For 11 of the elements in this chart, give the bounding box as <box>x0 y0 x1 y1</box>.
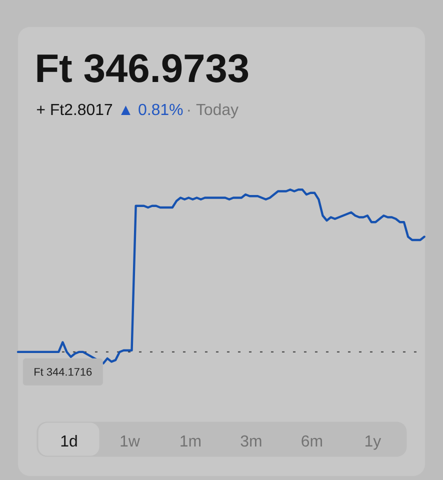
text: 1d <box>61 434 77 447</box>
ref-line-label: Ft 344.1716 <box>34 368 92 376</box>
chart-title: Ft 346.9733 <box>37 54 248 82</box>
chart-subtitle: + Ft2.8017 <box>36 104 112 116</box>
text: 1w <box>120 436 140 446</box>
text: ▲ 0.81% <box>121 104 183 116</box>
text: 1m <box>180 436 200 446</box>
text: 3m <box>240 435 262 447</box>
text: 1y <box>366 436 382 450</box>
text: 6m <box>302 435 322 447</box>
text: · Today <box>188 103 238 118</box>
